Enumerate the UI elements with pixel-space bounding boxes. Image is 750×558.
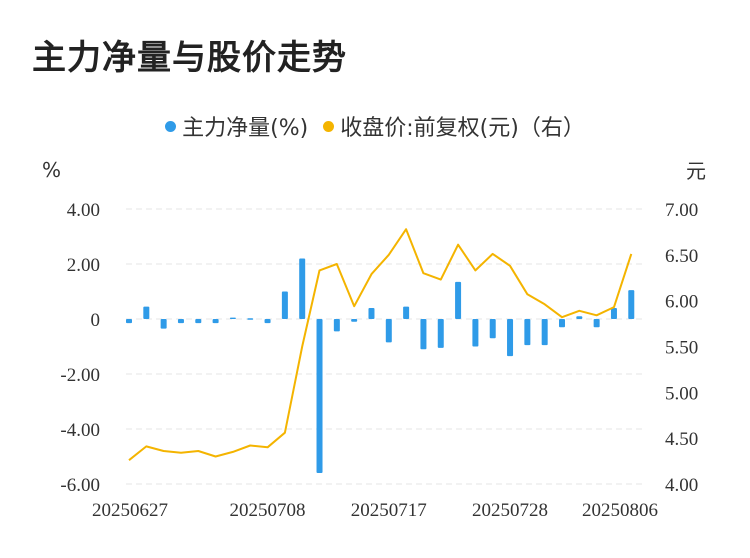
left-tick-label: -2.00	[60, 365, 100, 386]
left-tick-label: -6.00	[60, 475, 100, 496]
bar	[143, 306, 150, 319]
x-tick-label: 20250708	[230, 500, 306, 521]
right-tick-label: 6.00	[665, 292, 698, 313]
bar	[247, 318, 254, 320]
legend-item-close-price[interactable]: 收盘价:前复权(元)（右）	[323, 110, 585, 142]
bar	[403, 306, 410, 319]
bar	[576, 316, 583, 319]
left-tick-label: 2.00	[67, 255, 100, 276]
right-tick-label: 7.00	[665, 200, 698, 221]
legend-item-net-flow[interactable]: 主力净量(%)	[165, 110, 308, 142]
right-tick-label: 5.00	[665, 383, 698, 404]
legend-label-close-price: 收盘价:前复权(元)（右）	[340, 116, 585, 141]
bar	[507, 319, 514, 357]
bar	[524, 319, 531, 346]
bar	[385, 319, 392, 343]
right-tick-label: 5.50	[665, 338, 698, 359]
bar	[212, 319, 219, 324]
left-tick-label: -4.00	[60, 420, 100, 441]
bar	[333, 319, 340, 332]
legend-label-net-flow: 主力净量(%)	[182, 116, 309, 141]
price-line	[128, 228, 633, 461]
bar	[299, 258, 306, 319]
bar	[160, 319, 167, 329]
bar	[316, 319, 323, 473]
bar	[559, 319, 565, 328]
bar	[472, 319, 479, 347]
bar	[177, 319, 184, 324]
bar	[610, 308, 617, 319]
right-tick-label: 6.50	[665, 246, 698, 267]
left-tick-label: 0	[91, 310, 101, 331]
bar	[229, 317, 236, 319]
right-tick-label: 4.50	[665, 429, 698, 450]
bar	[264, 319, 271, 324]
x-tick-label: 20250728	[472, 500, 548, 521]
bar	[437, 319, 444, 348]
chart-title: 主力净量与股价走势	[32, 38, 347, 78]
bar	[593, 319, 600, 328]
bar	[195, 319, 202, 324]
bar	[455, 281, 462, 319]
right-axis-unit: 元	[686, 159, 706, 183]
legend-dot-icon	[323, 120, 335, 132]
left-tick-label: 4.00	[67, 200, 100, 221]
bar	[628, 290, 635, 319]
bar	[351, 319, 358, 322]
bar	[420, 319, 427, 350]
x-tick-label: 20250806	[582, 500, 658, 521]
bar	[281, 291, 288, 319]
bar	[368, 308, 375, 319]
right-tick-label: 4.00	[665, 475, 698, 496]
bar	[489, 319, 496, 339]
bar	[541, 319, 548, 346]
bar	[126, 319, 132, 324]
left-axis-unit: %	[42, 158, 61, 182]
chart-legend: 主力净量(%) 收盘价:前复权(元)（右）	[0, 110, 750, 142]
x-tick-label: 20250627	[92, 500, 168, 521]
x-tick-label: 20250717	[351, 500, 427, 521]
legend-dot-icon	[165, 120, 177, 132]
